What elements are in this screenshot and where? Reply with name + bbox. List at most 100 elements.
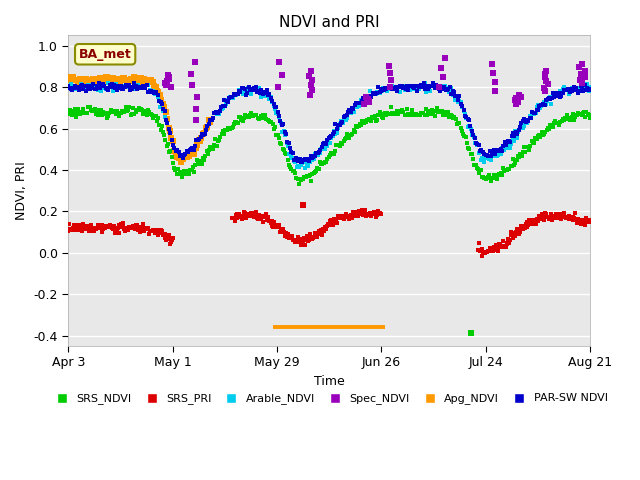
Point: [204, 117, 214, 124]
Point: [255, 213, 265, 220]
Point: [351, 122, 361, 130]
Point: [243, 84, 253, 92]
Point: [161, 108, 171, 116]
Point: [342, 130, 353, 138]
Point: [324, 217, 335, 225]
Point: [281, 150, 291, 158]
Point: [144, 230, 154, 238]
Point: [342, 114, 352, 121]
Point: [559, 211, 570, 218]
Point: [332, 219, 342, 227]
Point: [136, 84, 147, 92]
Point: [492, 146, 502, 154]
Point: [371, 90, 381, 97]
Point: [330, 120, 340, 128]
Point: [533, 217, 543, 225]
Point: [340, 212, 351, 219]
Point: [428, 110, 438, 118]
Point: [254, 211, 264, 218]
Point: [520, 224, 530, 231]
Point: [136, 224, 147, 231]
Point: [541, 77, 551, 85]
Point: [126, 75, 136, 83]
Point: [154, 88, 164, 96]
Point: [538, 100, 548, 108]
Point: [153, 91, 163, 98]
Point: [97, 111, 107, 119]
Point: [575, 76, 586, 84]
Point: [230, 90, 240, 97]
Point: [243, 112, 253, 120]
Point: [216, 104, 227, 111]
Point: [104, 109, 115, 117]
Point: [92, 224, 102, 231]
Point: [253, 86, 263, 94]
Point: [97, 221, 107, 229]
Point: [338, 214, 348, 222]
Point: [277, 71, 287, 79]
Point: [388, 84, 399, 92]
Point: [77, 108, 87, 116]
Point: [578, 86, 588, 94]
Point: [232, 90, 243, 98]
Point: [457, 102, 467, 110]
Point: [493, 247, 503, 255]
Point: [230, 211, 241, 218]
Point: [168, 159, 178, 167]
Point: [498, 164, 508, 172]
Point: [166, 134, 177, 142]
Point: [495, 149, 505, 156]
Point: [341, 111, 351, 119]
Point: [317, 144, 327, 151]
Point: [221, 97, 232, 105]
Point: [392, 107, 403, 115]
Point: [162, 142, 172, 149]
Point: [540, 73, 550, 81]
Point: [170, 167, 180, 174]
Point: [273, 224, 284, 231]
Point: [481, 175, 491, 183]
Point: [90, 226, 100, 233]
Point: [250, 213, 260, 220]
Point: [522, 116, 532, 124]
Point: [516, 222, 526, 230]
Point: [369, 89, 379, 97]
Point: [424, 110, 435, 118]
Point: [235, 212, 245, 219]
Point: [374, 89, 384, 96]
Point: [354, 99, 364, 107]
Point: [321, 140, 331, 148]
Point: [525, 220, 536, 228]
Point: [569, 116, 579, 123]
Point: [484, 248, 494, 255]
Point: [248, 112, 258, 120]
Point: [106, 83, 116, 91]
Point: [362, 96, 372, 104]
Point: [405, 86, 415, 94]
Point: [109, 223, 120, 230]
Point: [524, 216, 534, 224]
Point: [102, 73, 112, 81]
Point: [80, 225, 90, 233]
Point: [260, 111, 270, 119]
Point: [88, 84, 99, 92]
Point: [434, 83, 444, 91]
Point: [150, 88, 160, 96]
Point: [104, 223, 114, 230]
Point: [66, 80, 76, 88]
Point: [123, 82, 133, 90]
Point: [107, 224, 117, 232]
Point: [490, 246, 500, 253]
Point: [383, 85, 394, 93]
Point: [152, 117, 162, 124]
Point: [103, 76, 113, 84]
Point: [74, 222, 84, 230]
Point: [202, 122, 212, 130]
Point: [229, 120, 239, 127]
Point: [584, 85, 594, 93]
Point: [373, 84, 383, 91]
Point: [360, 212, 371, 220]
Point: [264, 91, 275, 98]
Point: [293, 162, 303, 170]
Point: [545, 94, 555, 101]
